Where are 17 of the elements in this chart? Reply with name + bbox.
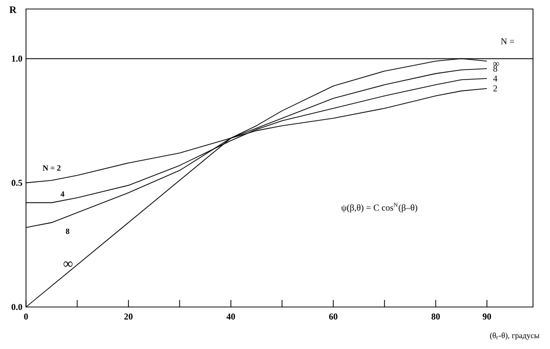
x-tick-label: 40 (226, 314, 235, 320)
annotation: ψ(β,θ) = C cos$^{N}$(β–θ) (341, 202, 418, 212)
series-label: ∞ (64, 261, 72, 267)
annotation: N = (500, 38, 514, 44)
x-tick-label: 80 (432, 314, 440, 320)
x-tick-label: 20 (124, 314, 133, 320)
annotation: 4 (493, 76, 498, 82)
annotation: 8 (493, 66, 498, 72)
x-tick-label: 90 (482, 314, 492, 320)
x-tick-label: 60 (329, 314, 338, 320)
y-tick-label: 1.0 (12, 56, 22, 62)
annotation: ∞ (493, 62, 500, 66)
y-tick-label: 0.0 (12, 304, 22, 310)
y-tick-label: 0.5 (12, 180, 22, 186)
x-tick-label: 0 (24, 314, 28, 320)
annotation: 2 (493, 85, 497, 92)
y-axis-title: R (9, 6, 17, 14)
